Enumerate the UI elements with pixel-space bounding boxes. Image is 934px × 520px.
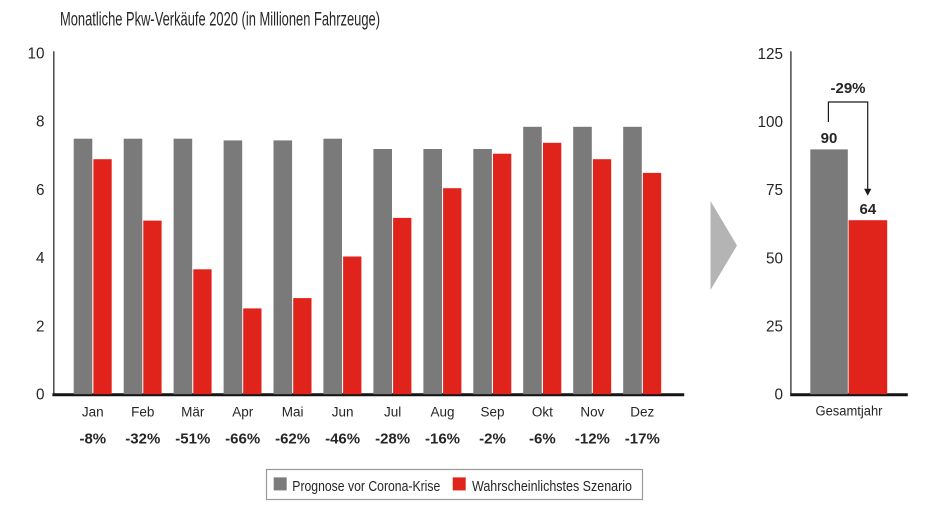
svg-text:10: 10 xyxy=(27,45,44,62)
svg-text:0: 0 xyxy=(774,387,783,404)
svg-text:-51%: -51% xyxy=(175,430,210,447)
svg-text:4: 4 xyxy=(36,250,45,267)
svg-text:-66%: -66% xyxy=(225,430,260,447)
svg-text:50: 50 xyxy=(766,250,783,267)
svg-text:-62%: -62% xyxy=(275,430,310,447)
svg-text:Feb: Feb xyxy=(131,404,154,419)
svg-text:-28%: -28% xyxy=(375,430,410,447)
svg-text:64: 64 xyxy=(860,201,877,218)
svg-text:-17%: -17% xyxy=(625,430,660,447)
svg-text:Aug: Aug xyxy=(430,404,454,419)
svg-text:-12%: -12% xyxy=(575,430,610,447)
svg-text:90: 90 xyxy=(821,130,838,147)
svg-text:-2%: -2% xyxy=(479,430,506,447)
svg-text:Okt: Okt xyxy=(532,404,553,419)
svg-text:Gesamtjahr: Gesamtjahr xyxy=(816,404,883,419)
svg-text:75: 75 xyxy=(766,182,783,199)
svg-text:Jun: Jun xyxy=(332,404,354,419)
svg-text:-32%: -32% xyxy=(125,430,160,447)
svg-text:2: 2 xyxy=(36,318,45,335)
svg-text:Jul: Jul xyxy=(384,404,401,419)
svg-text:Sep: Sep xyxy=(480,404,504,419)
svg-text:Wahrscheinlichstes Szenario: Wahrscheinlichstes Szenario xyxy=(472,478,632,495)
svg-text:Dez: Dez xyxy=(630,404,654,419)
svg-text:Nov: Nov xyxy=(580,404,604,419)
svg-text:-8%: -8% xyxy=(79,430,106,447)
svg-text:Apr: Apr xyxy=(232,404,254,419)
svg-text:-6%: -6% xyxy=(529,430,556,447)
svg-text:Monatliche Pkw-Verkäufe 2020 (: Monatliche Pkw-Verkäufe 2020 (in Million… xyxy=(60,9,380,30)
svg-text:Mär: Mär xyxy=(181,404,205,419)
svg-text:6: 6 xyxy=(36,182,45,199)
svg-text:0: 0 xyxy=(36,387,45,404)
svg-text:-16%: -16% xyxy=(425,430,460,447)
svg-text:100: 100 xyxy=(757,114,783,131)
svg-text:25: 25 xyxy=(766,319,783,336)
svg-text:Mai: Mai xyxy=(282,404,304,419)
svg-text:-46%: -46% xyxy=(325,430,360,447)
svg-text:125: 125 xyxy=(757,46,783,63)
svg-text:8: 8 xyxy=(36,114,45,131)
svg-text:Prognose vor Corona-Krise: Prognose vor Corona-Krise xyxy=(292,478,440,495)
svg-text:Jan: Jan xyxy=(82,404,104,419)
svg-text:-29%: -29% xyxy=(830,80,865,97)
